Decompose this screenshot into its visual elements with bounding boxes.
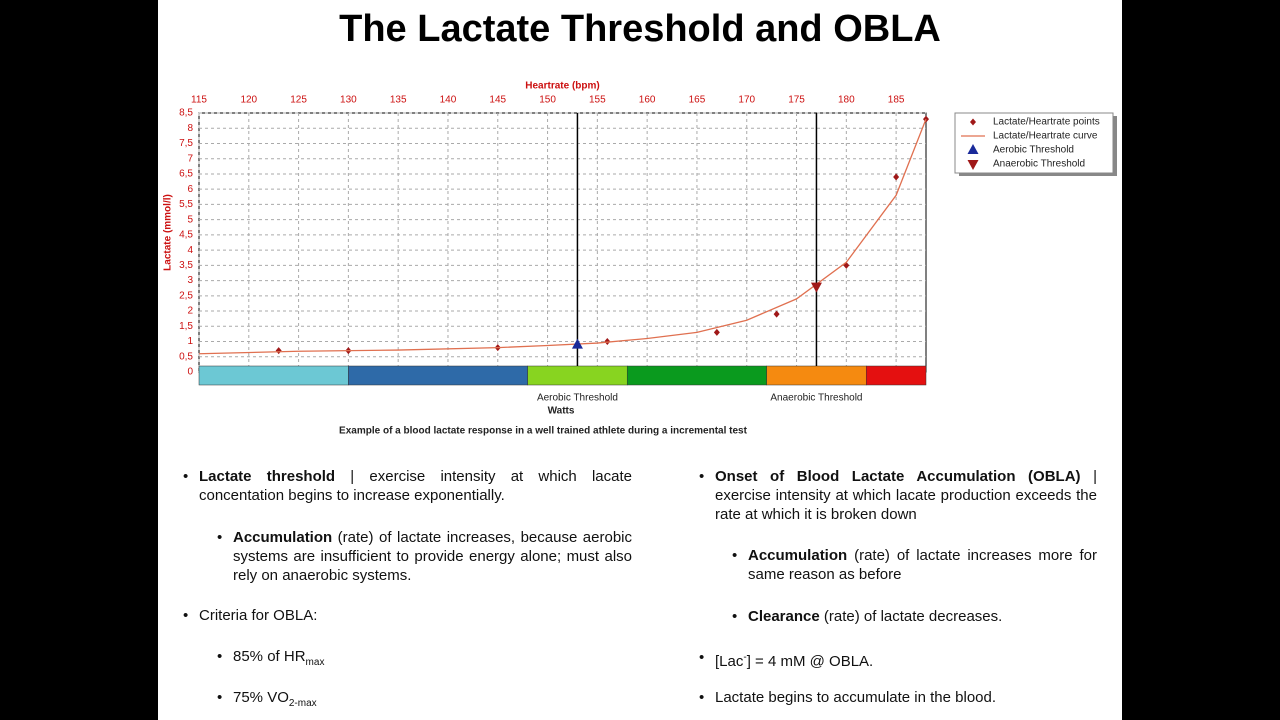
chart: 0 0,5 1 1,5 2 2,5 3 3,5 4 4,5 5 5,5 6 6,5 7 7,5 8 8,5 115 1… <box>163 81 1117 437</box>
bullet: Accumulation (rate) of lactate increases… <box>732 546 1097 584</box>
bullet-text: (rate) of lactate increases more for sam… <box>748 547 1097 583</box>
y-tick-label: 0,5 <box>179 351 193 362</box>
point <box>571 338 583 349</box>
legend-label: Aerobic Threshold <box>993 145 1074 156</box>
bold-term: Onset of Blood Lactate Accumulation (OBL… <box>715 468 1081 485</box>
subscript: max <box>305 657 325 668</box>
x-tick-label: 145 <box>489 95 506 106</box>
bullet: Lactate threshold | exercise intensity a… <box>183 467 633 505</box>
bullet: [Lac-] = 4 mM @ OBLA. <box>699 648 1097 671</box>
y-tick-label: 6 <box>187 184 193 195</box>
bold-term: Accumulation <box>748 547 848 564</box>
bullet-text: (rate) of lactate decreases. <box>819 608 1003 625</box>
bullet-text: | exercise intensity at which lacate con… <box>199 468 633 504</box>
bullet: Clearance (rate) of lactate decreases. <box>732 607 1097 626</box>
bold-term: Lactate threshold <box>199 468 336 485</box>
caption: Example of a blood lactate response in a… <box>339 426 748 437</box>
plot-area <box>198 112 927 373</box>
slide-title: The Lactate Threshold and OBLA <box>339 8 941 50</box>
y-tick-label: 8,5 <box>179 108 193 119</box>
x-tick-label: 140 <box>440 95 457 106</box>
bullet-text: Lactate begins to accumulate in the bloo… <box>715 689 997 706</box>
threshold-label: Anaerobic Threshold <box>770 393 862 404</box>
x-tick-label: 165 <box>689 95 706 106</box>
y-tick-label: 5,5 <box>179 199 193 210</box>
point <box>810 282 822 293</box>
y-tick-label: 4 <box>187 245 193 256</box>
x-tick-label: 175 <box>788 95 805 106</box>
zone <box>626 365 767 386</box>
bullet: 85% of HRmax <box>217 647 632 672</box>
point <box>893 173 900 181</box>
zone <box>865 365 927 386</box>
y-tick-label: 7,5 <box>179 138 193 149</box>
x-tick-label: 180 <box>838 95 855 106</box>
bullet-text: 85% of HR <box>233 648 306 665</box>
y-tick-label: 7 <box>187 153 193 164</box>
x-tick-label: 170 <box>738 95 755 106</box>
y-tick-label: 2,5 <box>179 290 193 301</box>
point <box>773 310 780 318</box>
y-tick-label: 8 <box>187 123 193 134</box>
x-tick-label: 160 <box>639 95 656 106</box>
bullet-text: | exercise intensity at which lacate pro… <box>715 468 1097 523</box>
x-tick-label: 185 <box>888 95 905 106</box>
y-tick-label: 6,5 <box>179 169 193 180</box>
y-tick-label: 5 <box>187 214 193 225</box>
x-tick-label: 155 <box>589 95 606 106</box>
y-tick-label: 0 <box>187 367 193 378</box>
y-tick-label: 3,5 <box>179 260 193 271</box>
zone <box>348 365 528 386</box>
legend-label: Anaerobic Threshold <box>993 159 1085 170</box>
threshold-label: Aerobic Threshold <box>537 393 618 404</box>
bullet-text: ] = 4 mM @ OBLA. <box>746 653 874 670</box>
y-tick-label: 1,5 <box>179 321 193 332</box>
zone <box>198 365 349 386</box>
legend-swatch <box>967 144 979 154</box>
bullet-text: (rate) of lactate increases, because aer… <box>233 529 632 584</box>
bullet-text: [Lac <box>715 653 744 670</box>
legend-swatch <box>967 160 979 170</box>
y-tick-label: 3 <box>187 275 193 286</box>
bullet: 75% VO2-max <box>217 688 632 713</box>
x-tick-label: 135 <box>390 95 407 106</box>
bullet-text: Criteria for OBLA: <box>199 607 318 624</box>
bold-term: Clearance <box>748 608 820 625</box>
superscript: - <box>743 652 747 663</box>
bottom-label: Watts <box>548 406 575 417</box>
bold-term: Accumulation <box>233 529 333 546</box>
bullet: Accumulation (rate) of lactate increases… <box>217 528 632 585</box>
point <box>713 328 720 336</box>
x-tick-label: 115 <box>191 95 207 106</box>
y-tick-label: 1 <box>187 336 193 347</box>
x-axis-title: Heartrate (bpm) <box>525 81 599 92</box>
subscript: 2-max <box>288 698 317 709</box>
y-tick-label: 4,5 <box>179 230 193 241</box>
legend <box>954 112 1114 174</box>
x-tick-label: 120 <box>240 95 257 106</box>
curve <box>198 118 927 355</box>
legend-swatch <box>970 118 976 126</box>
bullet: Criteria for OBLA: <box>183 606 632 625</box>
y-axis-title: Lactate (mmol/l) <box>163 194 174 271</box>
slide: The Lactate Threshold and OBLA 0 0,5 1 1,5 2… <box>158 0 1122 720</box>
x-tick-label: 125 <box>290 95 307 106</box>
zone <box>527 365 628 386</box>
bullet-text: 75% VO <box>233 689 289 706</box>
zone <box>766 365 867 386</box>
bullet: Lactate begins to accumulate in the bloo… <box>699 688 1097 707</box>
x-tick-label: 150 <box>539 95 556 106</box>
legend-label: Lactate/Heartrate points <box>993 117 1100 128</box>
bullet: Onset of Blood Lactate Accumulation (OBL… <box>699 467 1097 524</box>
x-tick-label: 130 <box>340 95 357 106</box>
legend-label: Lactate/Heartrate curve <box>993 131 1098 142</box>
y-tick-label: 2 <box>187 306 193 317</box>
